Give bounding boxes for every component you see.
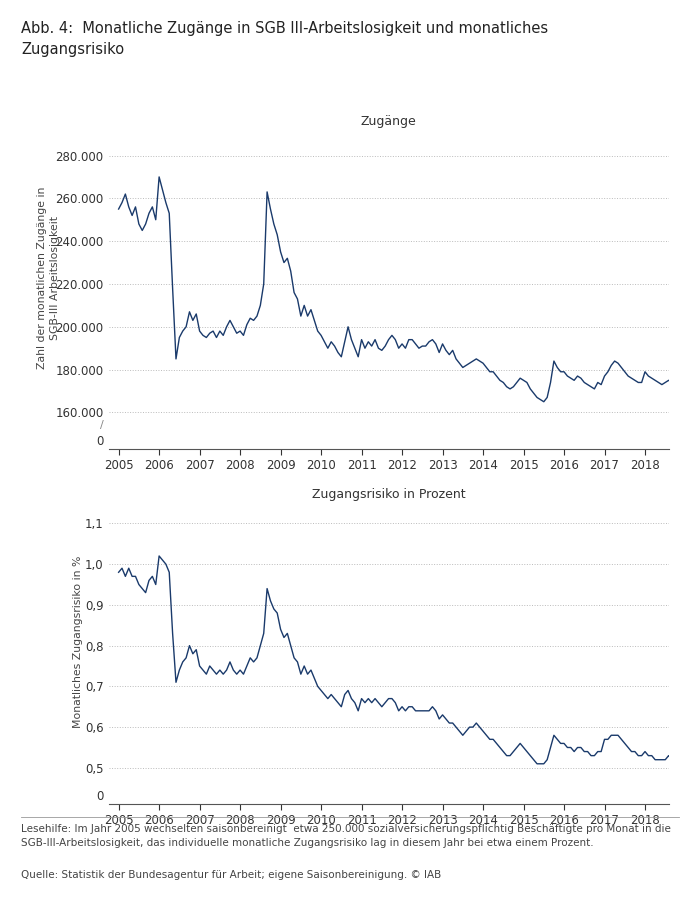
Title: Zugänge: Zugänge <box>360 115 416 128</box>
Text: Quelle: Statistik der Bundesagentur für Arbeit; eigene Saisonbereinigung. © IAB: Quelle: Statistik der Bundesagentur für … <box>21 870 441 880</box>
Text: Lesehilfe: Im Jahr 2005 wechselten saisonbereinigt  etwa 250.000 sozialversicher: Lesehilfe: Im Jahr 2005 wechselten saiso… <box>21 824 671 848</box>
Title: Zugangsrisiko in Prozent: Zugangsrisiko in Prozent <box>312 488 466 501</box>
Y-axis label: Zahl der monatlichen Zugänge in
SGB-III Arbeitslosigkeit: Zahl der monatlichen Zugänge in SGB-III … <box>37 187 60 369</box>
Text: Abb. 4:  Monatliche Zugänge in SGB III-Arbeitslosigkeit und monatliches
Zugangsr: Abb. 4: Monatliche Zugänge in SGB III-Ar… <box>21 21 548 57</box>
Text: /: / <box>99 420 104 430</box>
Y-axis label: Monatliches Zugangsrisiko in %: Monatliches Zugangsrisiko in % <box>73 555 83 728</box>
